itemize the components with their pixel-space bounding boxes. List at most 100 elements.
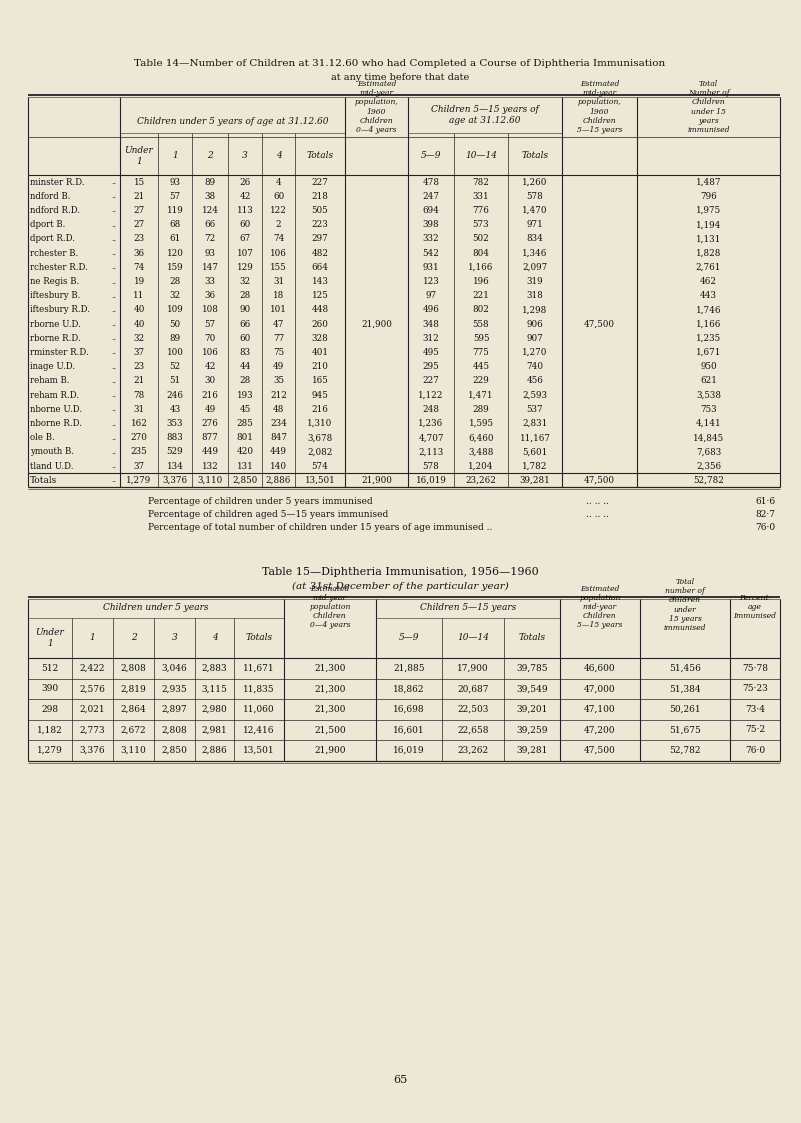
Text: 2,850: 2,850 [162,746,187,755]
Text: ..: .. [111,235,117,243]
Text: 578: 578 [526,192,543,201]
Text: 15: 15 [134,177,144,186]
Text: 573: 573 [473,220,489,229]
Text: 10—14: 10—14 [465,152,497,161]
Text: 107: 107 [236,248,253,257]
Text: 72: 72 [204,235,215,244]
Text: ..: .. [111,348,117,356]
Text: 1,279: 1,279 [127,476,151,485]
Text: 542: 542 [423,248,440,257]
Text: 52: 52 [170,363,180,372]
Text: 21: 21 [134,376,145,385]
Text: 456: 456 [526,376,543,385]
Text: 61·6: 61·6 [755,496,775,505]
Text: 248: 248 [422,404,440,413]
Text: 20,687: 20,687 [457,684,489,693]
Text: 16,019: 16,019 [393,746,425,755]
Text: 223: 223 [312,220,328,229]
Text: 60: 60 [239,334,251,343]
Text: ndford R.D.: ndford R.D. [30,206,80,214]
Text: 11: 11 [134,291,145,300]
Text: 318: 318 [526,291,543,300]
Text: 21,500: 21,500 [314,725,346,734]
Text: dport R.D.: dport R.D. [30,235,75,244]
Text: 21,900: 21,900 [361,476,392,485]
Text: 21,900: 21,900 [314,746,346,755]
Text: 47,100: 47,100 [584,705,616,714]
Text: 512: 512 [42,664,58,673]
Text: 162: 162 [131,419,147,428]
Text: 109: 109 [167,305,183,314]
Text: 2,886: 2,886 [202,746,227,755]
Text: 1,279: 1,279 [37,746,62,755]
Text: 13,501: 13,501 [304,476,336,485]
Text: 3,678: 3,678 [308,433,332,442]
Text: 6,460: 6,460 [469,433,493,442]
Text: 2,672: 2,672 [121,725,147,734]
Text: 74: 74 [273,235,284,244]
Text: 23,262: 23,262 [465,476,497,485]
Text: 3,110: 3,110 [197,476,223,485]
Text: 2,113: 2,113 [418,447,444,456]
Text: 298: 298 [42,705,58,714]
Text: 18: 18 [273,291,284,300]
Text: 1,310: 1,310 [308,419,332,428]
Text: 1,122: 1,122 [418,391,444,400]
Text: (at 31st December of the particular year): (at 31st December of the particular year… [292,582,509,591]
Text: 4: 4 [276,152,281,161]
Text: 120: 120 [167,248,183,257]
Text: 93: 93 [204,248,215,257]
Text: 66: 66 [204,220,215,229]
Text: 73·4: 73·4 [745,705,765,714]
Text: 21,900: 21,900 [361,320,392,329]
Text: 276: 276 [202,419,219,428]
Text: 32: 32 [239,277,251,286]
Text: 48: 48 [273,404,284,413]
Text: 312: 312 [423,334,440,343]
Text: 297: 297 [312,235,328,244]
Text: 33: 33 [204,277,215,286]
Text: 3,110: 3,110 [121,746,147,755]
Text: 42: 42 [204,363,215,372]
Text: 3: 3 [242,152,248,161]
Text: 70: 70 [204,334,215,343]
Text: 1,487: 1,487 [696,177,721,186]
Text: 30: 30 [204,376,215,385]
Text: 328: 328 [312,334,328,343]
Text: 2,897: 2,897 [162,705,187,714]
Text: 47,500: 47,500 [584,320,615,329]
Text: ..: .. [111,263,117,272]
Text: 28: 28 [239,291,251,300]
Text: 227: 227 [312,177,328,186]
Text: 2,576: 2,576 [79,684,106,693]
Text: 7,683: 7,683 [696,447,721,456]
Text: 1,236: 1,236 [418,419,444,428]
Text: 537: 537 [527,404,543,413]
Text: 21,300: 21,300 [314,684,346,693]
Text: 796: 796 [700,192,717,201]
Text: 2: 2 [207,152,213,161]
Text: 348: 348 [423,320,440,329]
Text: 68: 68 [169,220,180,229]
Text: 22,503: 22,503 [457,705,489,714]
Text: 93: 93 [170,177,180,186]
Text: 75: 75 [273,348,284,357]
Text: 1,131: 1,131 [696,235,721,244]
Text: iftesbury R.D.: iftesbury R.D. [30,305,90,314]
Text: 449: 449 [270,447,287,456]
Text: 775: 775 [473,348,489,357]
Text: 319: 319 [527,277,543,286]
Text: 89: 89 [170,334,180,343]
Text: 1,595: 1,595 [469,419,493,428]
Text: 39,281: 39,281 [517,746,548,755]
Text: 75·78: 75·78 [742,664,768,673]
Text: 462: 462 [700,277,717,286]
Text: 2,850: 2,850 [232,476,258,485]
Text: 847: 847 [270,433,287,442]
Text: Under
1: Under 1 [125,146,153,166]
Text: 3,115: 3,115 [202,684,227,693]
Text: ole B.: ole B. [30,433,54,442]
Text: 27: 27 [134,206,145,214]
Text: 496: 496 [423,305,440,314]
Text: 3,376: 3,376 [79,746,105,755]
